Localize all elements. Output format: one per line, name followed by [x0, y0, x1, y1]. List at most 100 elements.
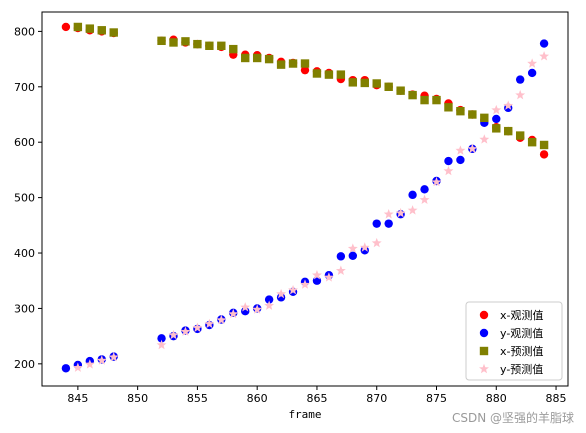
data-point	[85, 24, 95, 33]
data-point	[515, 89, 526, 100]
data-point	[503, 100, 514, 110]
y-tick-label: 800	[14, 25, 35, 38]
data-point	[419, 194, 430, 205]
data-point	[276, 60, 286, 69]
data-point	[408, 190, 417, 200]
legend-label: x-观测值	[500, 309, 543, 322]
x-axis-ticks: 845 850 855 860 865 870 875 880 885	[67, 386, 567, 405]
x-tick-label: 855	[187, 392, 208, 405]
data-point	[407, 205, 418, 215]
data-point	[539, 39, 549, 48]
data-point	[359, 242, 370, 252]
series-3	[72, 51, 550, 372]
data-point	[408, 90, 417, 100]
data-marks	[61, 22, 550, 373]
x-tick-label: 870	[366, 392, 387, 405]
data-point	[444, 103, 453, 112]
data-point	[443, 165, 454, 176]
data-point	[431, 176, 442, 187]
y-tick-label: 300	[14, 302, 35, 315]
data-point	[371, 237, 382, 248]
y-tick-label: 400	[14, 247, 35, 260]
data-point	[264, 54, 274, 64]
data-point	[372, 79, 381, 88]
data-point	[252, 304, 263, 314]
data-point	[360, 78, 369, 88]
data-point	[539, 140, 549, 150]
x-tick-label: 845	[67, 392, 88, 405]
legend-marker	[479, 346, 489, 356]
data-point	[228, 308, 239, 319]
data-point	[168, 329, 179, 340]
data-point	[444, 156, 453, 166]
data-point	[84, 359, 95, 369]
data-point	[515, 75, 525, 84]
data-point	[264, 300, 275, 310]
x-tick-label: 875	[426, 392, 447, 405]
data-point	[156, 339, 167, 350]
data-point	[527, 68, 537, 78]
legend-marker	[479, 363, 489, 374]
legend: x-观测值 y-观测值 x-预测值 y-预测值	[465, 301, 563, 381]
data-point	[515, 131, 525, 140]
data-point	[288, 59, 298, 68]
data-point	[384, 219, 393, 228]
y-axis-ticks: 200 300 400 500 600 700 800	[14, 25, 42, 371]
data-point	[527, 58, 538, 68]
data-point	[73, 22, 83, 32]
x-tick-label: 865	[306, 392, 327, 405]
data-point	[300, 59, 310, 68]
data-point	[468, 110, 477, 119]
x-tick-label: 860	[247, 392, 268, 405]
data-point	[252, 53, 262, 63]
data-point	[383, 209, 394, 219]
x-tick-label: 880	[486, 392, 507, 405]
data-point	[216, 314, 227, 325]
x-axis-label: frame	[288, 408, 321, 421]
data-point	[241, 53, 250, 63]
data-point	[539, 51, 550, 61]
data-point	[384, 82, 393, 91]
data-point	[335, 265, 346, 275]
data-point	[192, 322, 203, 333]
data-point	[336, 252, 346, 261]
data-point	[467, 143, 478, 154]
legend-box	[465, 301, 563, 381]
data-point	[324, 70, 334, 79]
data-point	[504, 126, 513, 136]
data-point	[109, 28, 118, 37]
data-point	[288, 284, 298, 295]
data-point	[432, 95, 441, 105]
legend-marker	[479, 328, 489, 338]
data-point	[456, 106, 465, 116]
data-point	[180, 326, 191, 336]
data-point	[97, 26, 106, 35]
x-tick-label: 850	[127, 392, 148, 405]
data-point	[96, 355, 107, 365]
data-point	[312, 69, 322, 78]
data-point	[276, 288, 287, 299]
data-point	[229, 44, 238, 54]
data-point	[157, 334, 166, 343]
data-point	[336, 70, 346, 79]
data-point	[312, 276, 322, 285]
data-point	[193, 39, 202, 49]
data-point	[240, 302, 251, 312]
legend-label: y-预测值	[500, 363, 543, 376]
y-tick-label: 700	[14, 81, 35, 94]
data-point	[347, 243, 358, 253]
data-point	[420, 95, 429, 105]
data-point	[348, 78, 358, 87]
y-tick-label: 200	[14, 358, 35, 371]
data-point	[395, 207, 406, 218]
data-point	[157, 36, 166, 46]
data-point	[61, 22, 71, 32]
data-point	[72, 362, 83, 372]
y-tick-label: 600	[14, 136, 35, 149]
data-point	[300, 65, 310, 75]
data-point	[455, 145, 466, 155]
data-point	[491, 104, 502, 115]
data-point	[348, 251, 358, 260]
data-point	[108, 351, 119, 362]
